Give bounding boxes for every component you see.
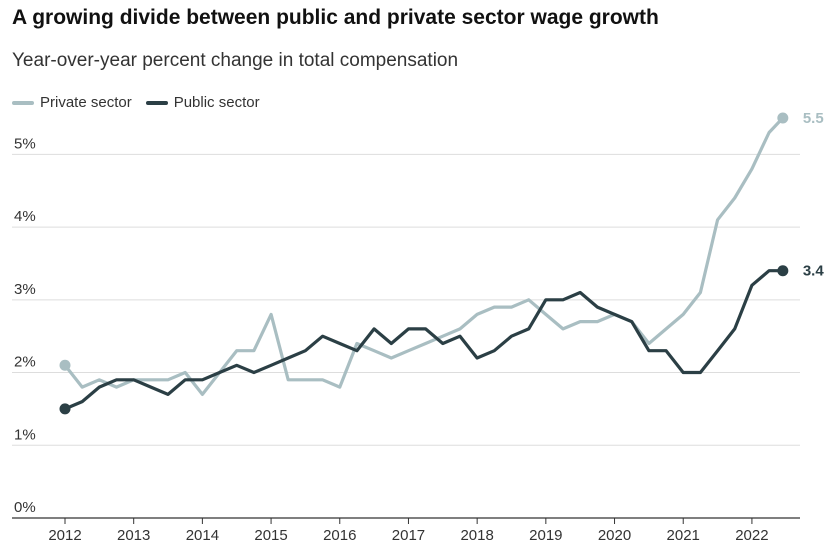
end-label-private-sector: 5.5 <box>803 110 824 127</box>
series-lines <box>63 116 785 411</box>
legend-swatch-private <box>12 100 34 105</box>
x-tick-label-2021: 2021 <box>667 527 700 544</box>
y-tick-label-5: 5% <box>14 135 36 152</box>
y-tick-label-0: 0% <box>14 499 36 516</box>
x-tick-label-2014: 2014 <box>186 527 219 544</box>
end-label-public-sector: 3.4 <box>803 263 825 280</box>
chart-title: A growing divide between public and priv… <box>12 6 659 29</box>
end-point-private-sector <box>777 112 789 124</box>
x-axis-ticks: 2012 2013 2014 2015 2016 2017 2018 2019 2020 2021… <box>48 518 769 544</box>
series-markers: 5.5 3.4 <box>59 110 825 415</box>
x-tick-label-2018: 2018 <box>460 527 493 544</box>
x-tick-label-2022: 2022 <box>735 527 768 544</box>
y-axis-ticks: 0% 1% 2% 3% 4% 5% <box>14 135 36 516</box>
legend-label-private: Private sector <box>40 94 132 111</box>
y-tick-label-1: 1% <box>14 426 36 443</box>
series-line-private-sector <box>63 116 785 396</box>
x-tick-label-2013: 2013 <box>117 527 150 544</box>
gridlines <box>12 153 800 519</box>
x-tick-label-2019: 2019 <box>529 527 562 544</box>
start-point-private-sector <box>59 359 71 371</box>
legend-item-private: Private sector <box>12 94 132 111</box>
x-tick-label-2016: 2016 <box>323 527 356 544</box>
y-tick-label-4: 4% <box>14 208 36 225</box>
legend-swatch-public <box>145 100 168 105</box>
chart-subtitle: Year-over-year percent change in total c… <box>12 50 459 71</box>
legend-item-public: Public sector <box>145 94 260 111</box>
y-tick-label-2: 2% <box>14 354 36 371</box>
x-tick-label-2020: 2020 <box>598 527 631 544</box>
end-point-public-sector <box>777 265 789 277</box>
x-tick-label-2015: 2015 <box>254 527 287 544</box>
series-line-public-sector <box>63 269 785 411</box>
legend-label-public: Public sector <box>173 94 260 111</box>
y-tick-label-3: 3% <box>14 281 36 298</box>
chart-legend: Private sector Public sector <box>12 94 274 111</box>
start-point-public-sector <box>59 403 71 415</box>
x-tick-label-2017: 2017 <box>392 527 425 544</box>
x-tick-label-2012: 2012 <box>48 527 81 544</box>
